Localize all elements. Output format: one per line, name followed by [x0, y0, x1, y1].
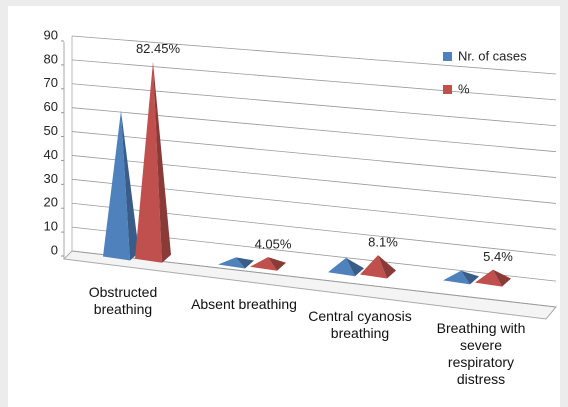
- y-tick-label: 0: [51, 242, 58, 257]
- y-tick-label: 10: [44, 219, 58, 234]
- pyramid-side: [461, 270, 479, 285]
- data-label: 82.45%: [136, 41, 181, 56]
- y-tick-label: 30: [44, 171, 58, 186]
- pyramid: [328, 257, 364, 277]
- pyramid-side: [493, 269, 511, 287]
- pyramid-side: [268, 257, 286, 271]
- y-tick-label: 90: [44, 27, 58, 42]
- pyramid: [475, 269, 511, 287]
- pyramid: [360, 255, 396, 279]
- pyramid-front: [218, 257, 245, 269]
- pyramid-side: [378, 255, 396, 279]
- pyramid-front: [328, 257, 355, 277]
- legend-label: %: [458, 81, 470, 96]
- x-tick-label: Obstructed breathing: [88, 284, 158, 317]
- pyramid-side: [121, 110, 139, 261]
- pyramid-front: [475, 269, 502, 287]
- y-tick-label: 60: [44, 99, 58, 114]
- grid-line: [71, 107, 557, 153]
- y-tick-label: 70: [44, 75, 58, 90]
- legend-label: Nr. of cases: [458, 48, 527, 63]
- pyramid: [135, 61, 171, 263]
- data-label: 8.1%: [368, 235, 398, 250]
- grid-line: [71, 83, 557, 127]
- x-tick-label: Absent breathing: [191, 296, 297, 312]
- y-tick-label: 80: [44, 51, 58, 66]
- pyramid: [103, 110, 139, 261]
- pyramid-front: [360, 255, 387, 279]
- grid-line: [71, 59, 557, 101]
- pyramid-front: [135, 61, 162, 263]
- pyramid-front: [103, 110, 130, 261]
- y-tick-label: 20: [44, 195, 58, 210]
- legend-swatch: [443, 85, 452, 94]
- pyramid: [443, 270, 479, 285]
- data-label: 4.05%: [255, 237, 292, 252]
- legend-swatch: [443, 52, 452, 61]
- pyramid-side: [153, 61, 171, 263]
- data-label: 5.4%: [483, 249, 513, 264]
- pyramid: [218, 257, 254, 269]
- x-tick-label: Breathing with severe respiratory distre…: [436, 320, 526, 387]
- y-tick-label: 50: [44, 123, 58, 138]
- pyramid-side: [346, 257, 364, 277]
- pyramid: [250, 257, 286, 271]
- pyramid-side: [236, 257, 254, 269]
- x-tick-label: Central cyanosis breathing: [308, 308, 412, 341]
- pyramid-front: [250, 257, 277, 271]
- y-tick-label: 40: [44, 147, 58, 162]
- grid-line: [71, 35, 557, 75]
